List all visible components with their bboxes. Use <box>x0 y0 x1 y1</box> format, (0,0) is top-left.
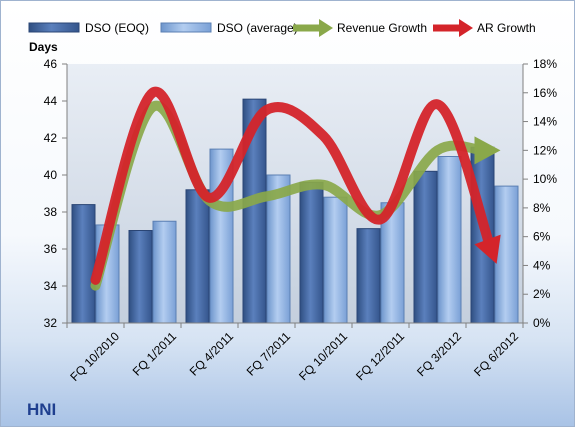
bar-dsoeoq <box>71 204 96 324</box>
x-tick-label: FQ 6/2012 <box>471 329 521 379</box>
arrowhead-revenuegrowth <box>474 136 501 165</box>
right-tick-label: 4% <box>533 258 551 272</box>
legend-swatch-dsoaverage <box>160 22 212 33</box>
left-tick-label: 38 <box>44 205 58 219</box>
left-tick-label: 34 <box>44 279 58 293</box>
line-revenuegrowth <box>90 100 488 291</box>
line-argrowth <box>90 86 496 285</box>
x-tick-label: FQ 12/2011 <box>353 329 407 383</box>
right-tick-label: 14% <box>533 115 557 129</box>
left-tick-label: 36 <box>44 242 58 256</box>
right-tick-label: 0% <box>533 316 551 330</box>
bar-dsoaverage <box>152 220 177 324</box>
legend-arrow-argrowth <box>459 19 473 37</box>
left-tick-label: 46 <box>44 57 58 71</box>
legend-label-argrowth: AR Growth <box>477 21 536 35</box>
legend-label-dsoaverage: DSO (average) <box>217 21 298 35</box>
bar-dsoeoq <box>356 228 381 324</box>
bar-dsoaverage <box>323 196 348 324</box>
legend-arrow-revenuegrowth <box>319 19 333 37</box>
left-tick-label: 32 <box>44 316 58 330</box>
left-tick-label: 40 <box>44 168 58 182</box>
bar-dsoeoq <box>128 230 153 324</box>
bar-dsoeoq <box>185 189 210 324</box>
right-tick-label: 16% <box>533 86 557 100</box>
x-tick-label: FQ 1/2011 <box>130 329 180 379</box>
left-tick-label: 44 <box>44 94 58 108</box>
bar-dsoaverage <box>494 185 519 324</box>
right-tick-label: 6% <box>533 230 551 244</box>
x-tick-label: FQ 3/2012 <box>414 329 464 379</box>
legend-swatch-dsoeoq <box>28 22 80 33</box>
x-tick-label: FQ 10/2011 <box>296 329 350 383</box>
right-tick-label: 10% <box>533 172 557 186</box>
ticker-label: HNI <box>27 400 56 419</box>
x-tick-label: FQ 4/2011 <box>187 329 237 379</box>
left-axis-title: Days <box>29 40 58 54</box>
bar-dsoeoq <box>413 170 438 324</box>
legend-label-dsoeoq: DSO (EOQ) <box>85 21 149 35</box>
right-tick-label: 8% <box>533 201 551 215</box>
x-tick-label: FQ 10/2010 <box>67 329 122 384</box>
x-tick-label: FQ 7/2011 <box>244 329 294 379</box>
bar-dsoaverage <box>437 156 462 324</box>
right-tick-label: 18% <box>533 57 557 71</box>
legend-label-revenuegrowth: Revenue Growth <box>337 21 427 35</box>
right-tick-label: 12% <box>533 143 557 157</box>
arrowhead-argrowth <box>474 234 501 264</box>
right-tick-label: 2% <box>533 287 551 301</box>
left-tick-label: 42 <box>44 131 58 145</box>
bar-dsoeoq <box>299 181 324 324</box>
